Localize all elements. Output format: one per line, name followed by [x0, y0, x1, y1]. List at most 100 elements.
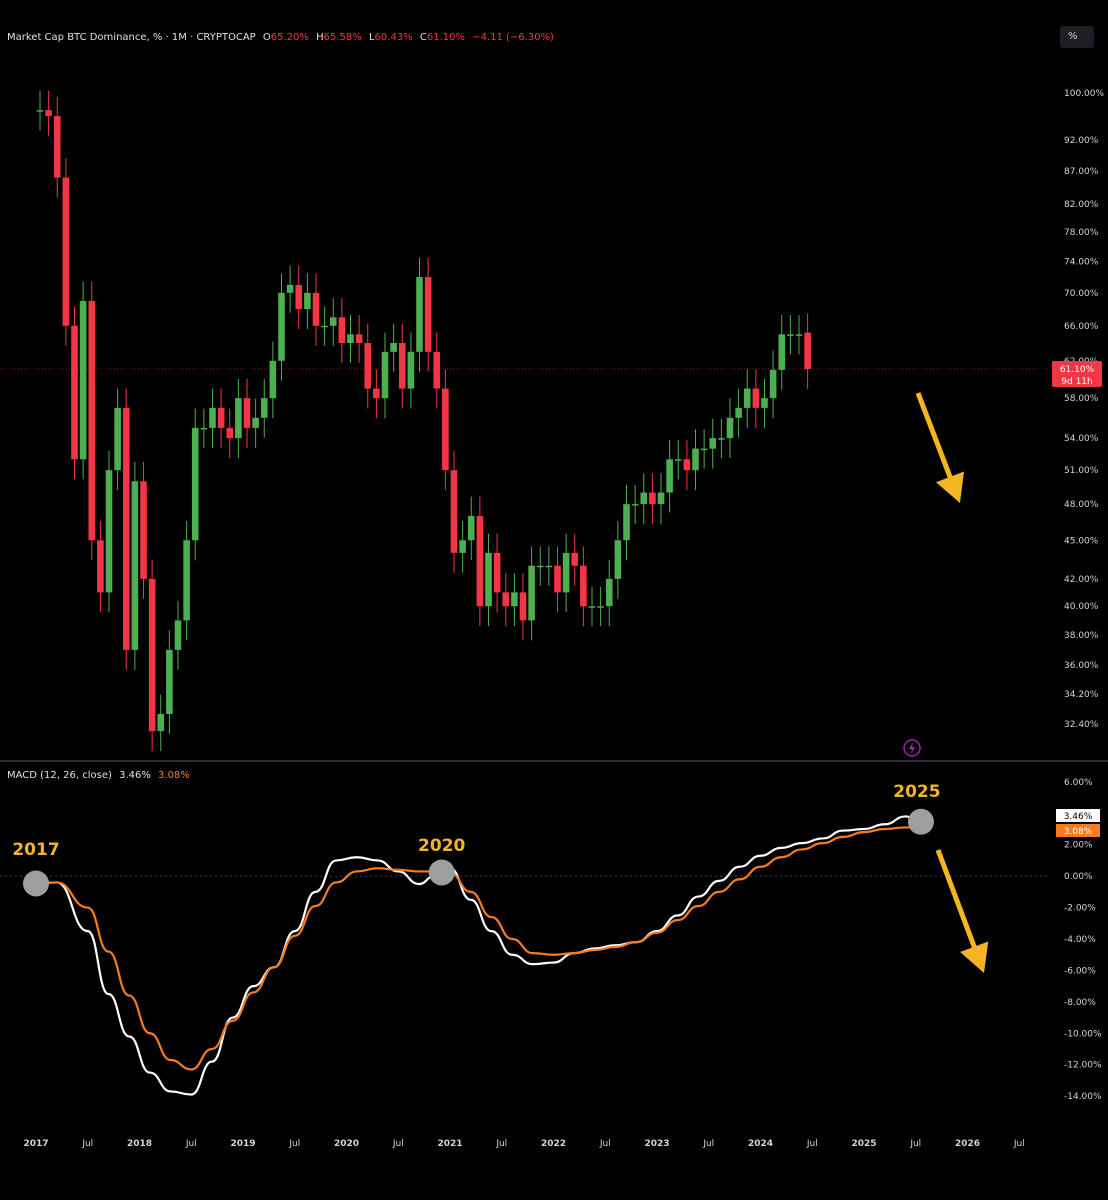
candle-body — [321, 325, 328, 328]
candle-body — [140, 481, 147, 579]
candle-body — [674, 459, 682, 461]
candle-body — [726, 417, 734, 439]
price-tick-label: 34.20% — [1064, 690, 1099, 700]
price-tick-label: 58.00% — [1064, 394, 1099, 404]
price-tick-label: 78.00% — [1064, 228, 1099, 238]
candlestick-series — [36, 90, 811, 752]
candle-body — [571, 552, 579, 566]
candle-body — [381, 351, 389, 399]
price-tick-label: 66.00% — [1064, 322, 1099, 332]
candle-body — [373, 388, 380, 399]
time-tick-label: 2026 — [955, 1139, 980, 1149]
candle-body — [769, 369, 777, 399]
candle-body — [597, 606, 604, 608]
price-tick-label: 54.00% — [1064, 434, 1099, 444]
candle-body — [79, 300, 87, 460]
candle-body — [631, 504, 639, 506]
macd-tick-label: 6.00% — [1064, 778, 1093, 788]
candle-body — [476, 515, 484, 607]
candle-body — [450, 470, 458, 553]
candle-body — [605, 578, 613, 607]
price-tick-label: 45.00% — [1064, 536, 1099, 546]
candle-body — [804, 332, 811, 369]
macd-tick-label: 2.00% — [1064, 841, 1093, 851]
time-tick-label: 2022 — [541, 1139, 566, 1149]
candle-body — [36, 110, 44, 112]
candle-body — [166, 649, 173, 714]
macd-tag-box — [1056, 809, 1100, 822]
signal-tag-box — [1056, 824, 1100, 837]
time-tick-label: 2020 — [334, 1139, 359, 1149]
price-tick-label: 42.00% — [1064, 575, 1099, 585]
ohlc-close: C61.10% — [419, 32, 465, 43]
candle-body — [148, 578, 156, 732]
time-tick-label: Jul — [81, 1139, 93, 1149]
cross-marker — [428, 859, 455, 886]
time-tick-label: 2021 — [437, 1139, 462, 1149]
candle-body — [752, 388, 760, 408]
candle-body — [502, 592, 510, 607]
candle-body — [286, 284, 294, 293]
candle-body — [588, 606, 596, 608]
price-tick-label: 48.00% — [1064, 500, 1099, 510]
candle-body — [260, 398, 268, 418]
time-tick-label: Jul — [495, 1139, 507, 1149]
time-tick-label: Jul — [702, 1139, 714, 1149]
ohlc-high: H65.58% — [316, 32, 362, 43]
candle-body — [562, 552, 570, 593]
macd-tick-label: -8.00% — [1064, 998, 1096, 1008]
ohlc-change: −4.11 (−6.30%) — [472, 32, 554, 43]
candle-body — [485, 552, 492, 607]
last-price-box — [1052, 361, 1102, 387]
candle-body — [209, 407, 216, 428]
percent-scale-button[interactable]: % — [1060, 26, 1094, 48]
candle-body — [709, 438, 717, 449]
price-tick-label: 51.00% — [1064, 466, 1099, 476]
candle-body — [174, 620, 182, 650]
candle-body — [338, 317, 346, 344]
time-tick-label: 2024 — [748, 1139, 773, 1149]
candle-body — [545, 565, 553, 568]
time-tick-label: Jul — [392, 1139, 404, 1149]
candle-body — [424, 277, 432, 352]
candle-body — [114, 407, 121, 471]
time-tick-label: 2025 — [851, 1139, 876, 1149]
macd-tick-label: -4.00% — [1064, 935, 1096, 945]
candle-body — [45, 110, 52, 116]
candle-body — [735, 407, 742, 418]
candle-body — [528, 565, 535, 621]
candle-body — [692, 448, 699, 471]
candle-body — [217, 407, 225, 428]
price-tick-label: 32.40% — [1064, 720, 1099, 730]
down-arrow-price — [915, 392, 965, 503]
macd-header: MACD (12, 26, close) 3.46% 3.08% — [7, 770, 194, 781]
signal-line — [25, 826, 921, 1071]
candle-body — [243, 398, 251, 428]
time-tick-label: Jul — [288, 1139, 300, 1149]
price-tick-label: 82.00% — [1064, 200, 1099, 210]
candle-body — [329, 317, 337, 326]
candle-body — [795, 334, 803, 336]
price-tick-label: 100.00% — [1064, 89, 1104, 99]
macd-series — [25, 815, 922, 1096]
cross-marker — [23, 870, 49, 897]
candle-body — [53, 115, 61, 178]
macd-axis: 6.00%4.00%2.00%0.00%-2.00%-4.00%-6.00%-8… — [0, 778, 1102, 1102]
annotation-year: 2017 — [12, 840, 59, 860]
candle-body — [778, 334, 786, 370]
candle-body — [761, 398, 768, 408]
symbol-header: Market Cap BTC Dominance, % · 1M · CRYPT… — [7, 32, 558, 43]
candle-body — [700, 448, 708, 451]
macd-value: 3.46% — [119, 770, 151, 781]
time-tick-label: Jul — [1013, 1139, 1025, 1149]
price-tick-label: 74.00% — [1064, 258, 1099, 268]
macd-tick-label: -10.00% — [1064, 1029, 1102, 1039]
candle-body — [364, 343, 372, 389]
candle-body — [519, 592, 527, 621]
candle-body — [649, 492, 656, 505]
lightning-icon[interactable] — [903, 739, 921, 757]
time-tick-label: 2019 — [230, 1139, 255, 1149]
macd-tick-label: -12.00% — [1064, 1061, 1102, 1071]
candle-body — [718, 438, 725, 440]
